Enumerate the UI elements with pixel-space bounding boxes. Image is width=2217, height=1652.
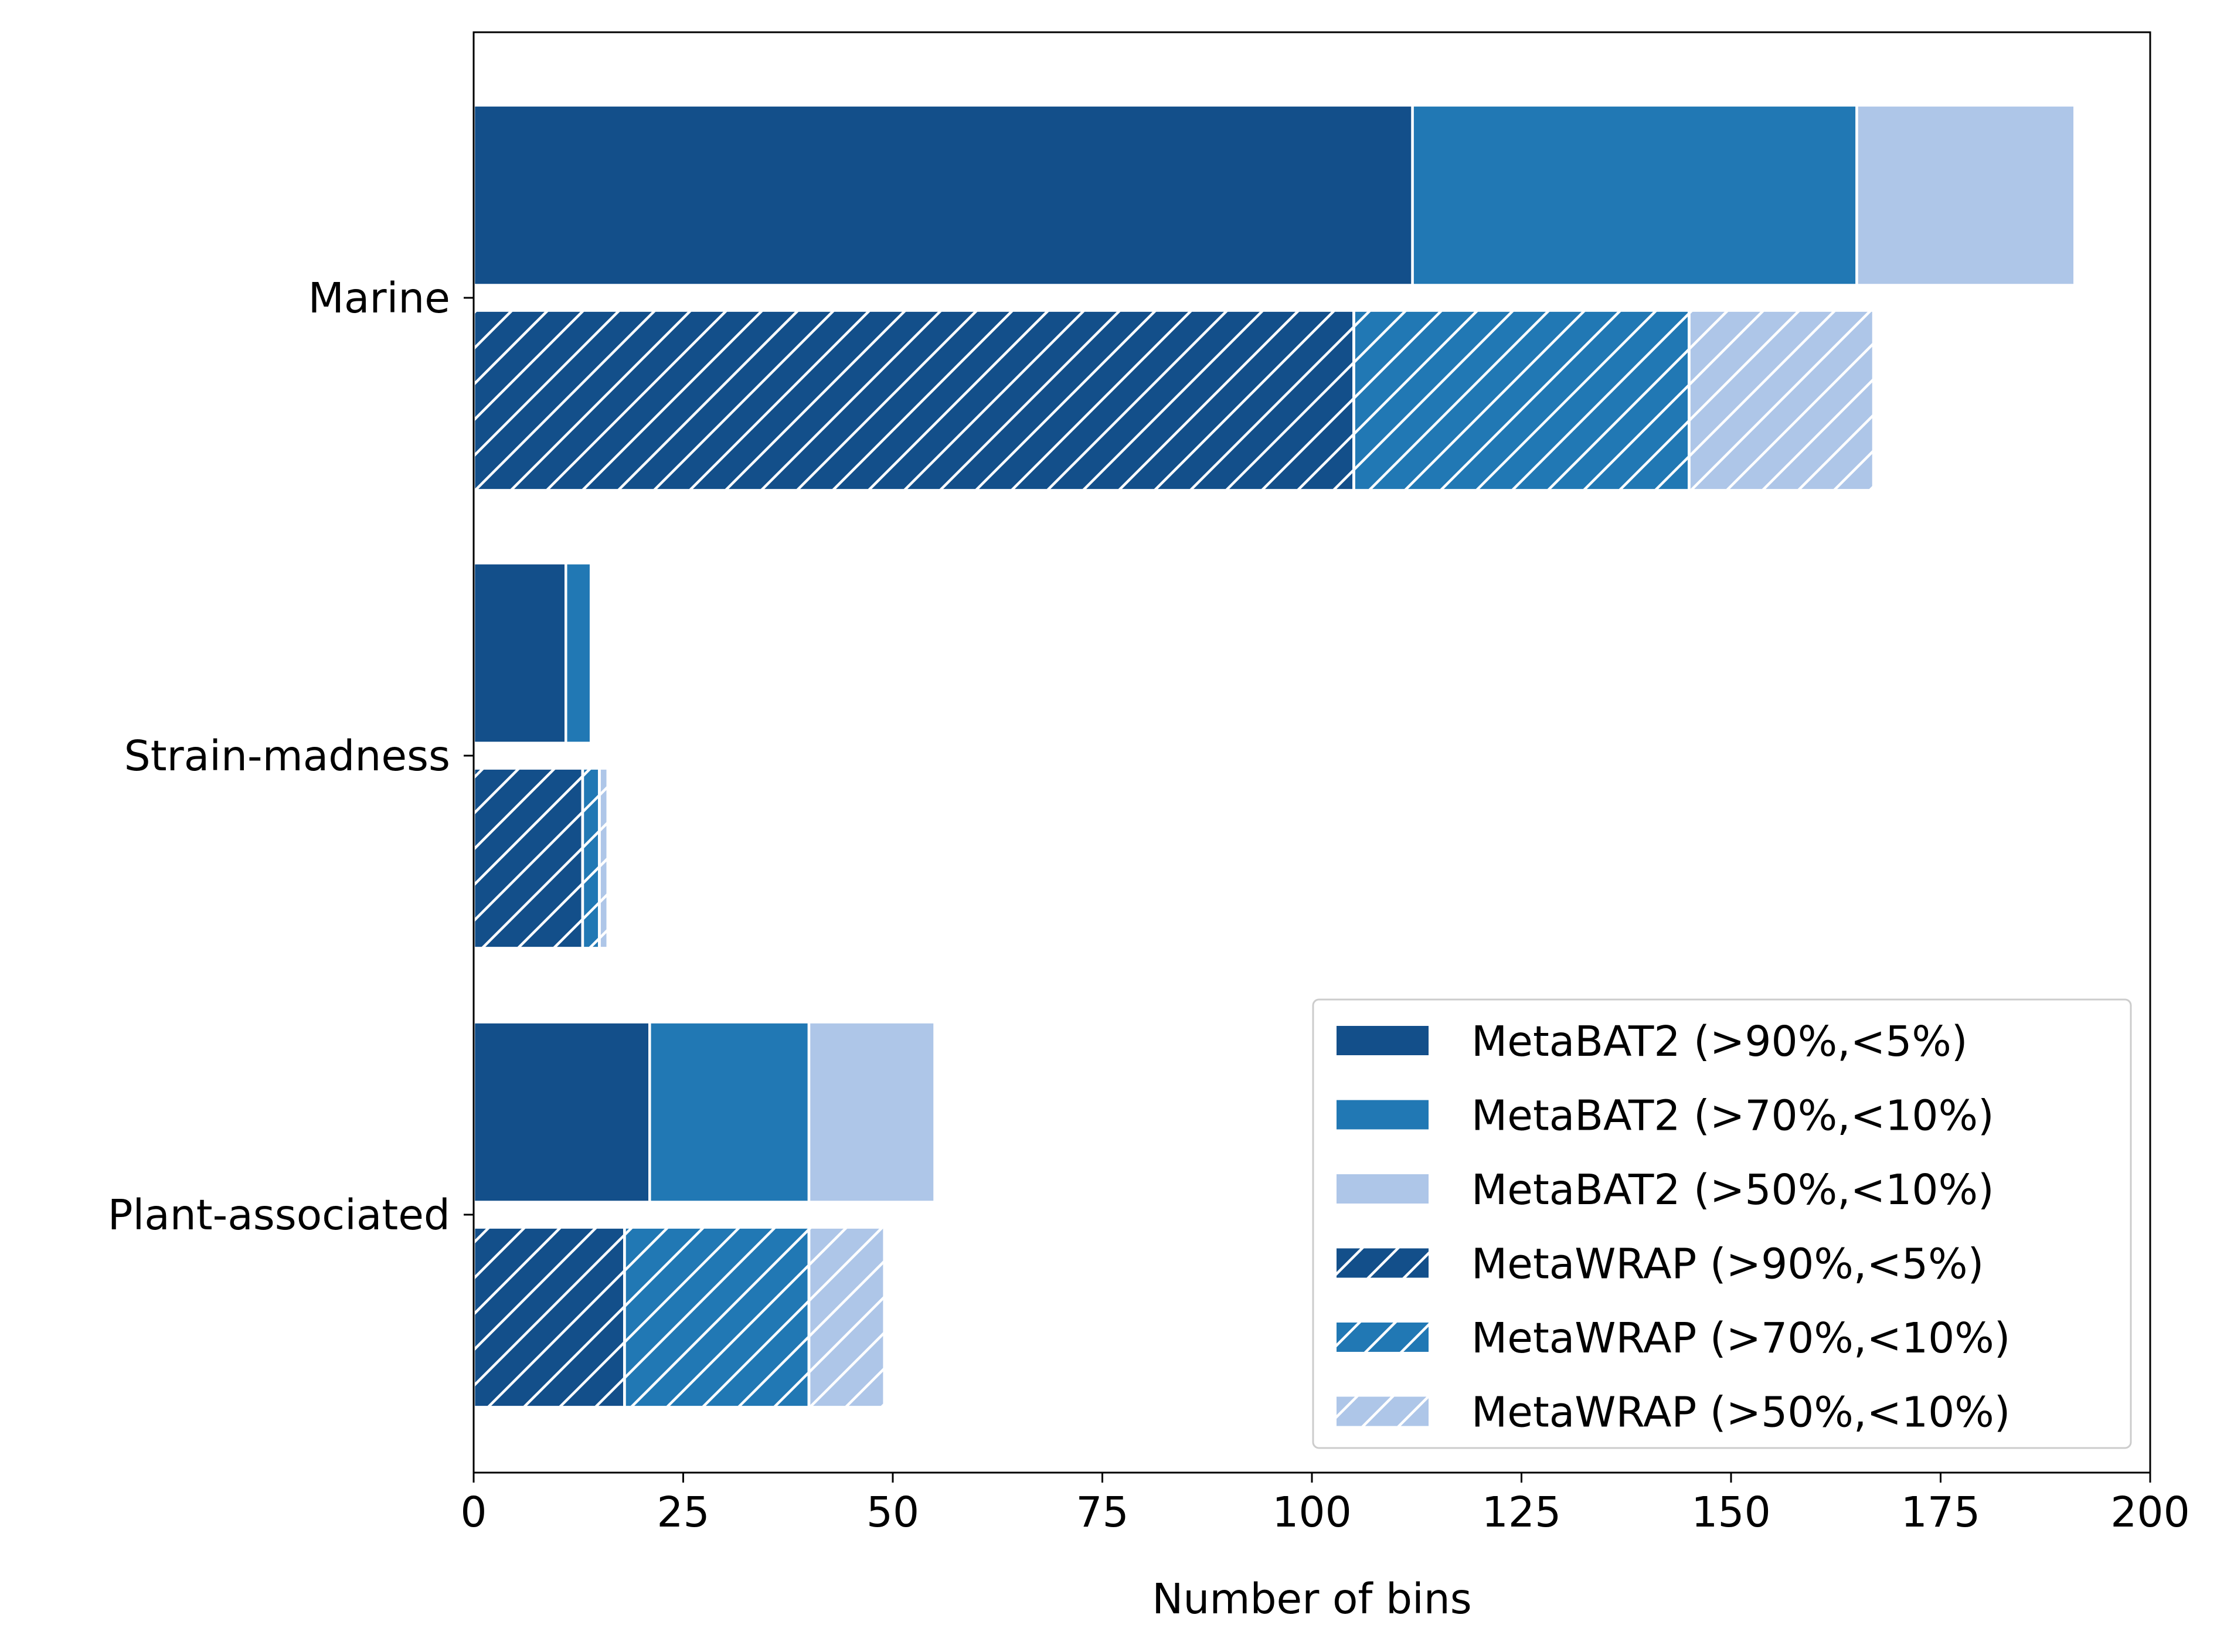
bar-metabat2-strain-madness-seg2 [565,562,593,745]
legend-entry-metawrap-90-5-label: MetaWRAP (>90%,<5%) [1471,1240,1984,1289]
legend-entry-metabat2-90-5: MetaBAT2 (>90%,<5%) [1337,1017,1968,1066]
x-tick-label-175: 175 [1901,1488,1981,1537]
bar-metawrap-plant-associated-seg1-hatch [474,1226,626,1409]
x-axis: 0 25 50 75 100 125 150 175 200 [460,1473,2190,1537]
legend-entry-metawrap-70-10-label: MetaWRAP (>70%,<10%) [1471,1314,2010,1362]
legend-entry-metabat2-50-10: MetaBAT2 (>50%,<10%) [1337,1165,1994,1214]
legend-entry-metabat2-90-5-label: MetaBAT2 (>90%,<5%) [1471,1017,1968,1066]
bar-metabat2-plant-associated-seg1 [474,1021,651,1204]
bar-metabat2-strain-madness-seg1 [474,562,567,745]
bar-metabat2-marine-seg1 [474,104,1414,287]
bar-metawrap-strain-madness-seg1-hatch [474,767,584,950]
legend-entry-metawrap-70-10-swatch-hatch [1337,1323,1429,1352]
x-tick-label-150: 150 [1691,1488,1771,1537]
x-axis-label: Number of bins [1152,1575,1472,1623]
x-tick-label-25: 25 [657,1488,709,1537]
bars-layer [474,104,2076,1409]
legend-entry-metabat2-70-10-label: MetaBAT2 (>70%,<10%) [1471,1092,1994,1140]
bar-metawrap-plant-associated-seg3-hatch [807,1226,886,1409]
x-tick-label-200: 200 [2110,1488,2190,1537]
bar-metawrap-marine-seg1-hatch [474,309,1355,492]
legend-entry-metabat2-70-10-swatch [1337,1100,1429,1130]
x-tick-label-75: 75 [1076,1488,1128,1537]
bar-metawrap-marine-seg3-hatch [1688,309,1875,492]
bar-metawrap-plant-associated-seg2-hatch [623,1226,811,1409]
bar-metabat2-marine-seg3 [1855,104,2076,287]
legend-entry-metabat2-90-5-swatch [1337,1026,1429,1055]
legend-entry-metabat2-70-10: MetaBAT2 (>70%,<10%) [1337,1092,1994,1140]
x-tick-label-125: 125 [1482,1488,1562,1537]
bar-metabat2-marine-seg2 [1411,104,1858,287]
y-tick-label-plant-associated: Plant-associated [108,1191,450,1239]
legend: MetaBAT2 (>90%,<5%) MetaBAT2 (>70%,<10%) M… [1312,998,2132,1449]
bar-metawrap-strain-madness-seg2-hatch [581,767,601,950]
y-tick-label-marine: Marine [308,274,450,322]
legend-box [1312,998,2132,1449]
legend-entry-metawrap-50-10-swatch-hatch [1337,1396,1429,1426]
legend-entry-metawrap-50-10-label: MetaWRAP (>50%,<10%) [1471,1388,2010,1437]
bar-metabat2-plant-associated-seg2 [648,1021,811,1204]
x-tick-label-100: 100 [1272,1488,1352,1537]
bar-metawrap-marine-seg2-hatch [1352,309,1691,492]
x-tick-label-0: 0 [460,1488,487,1537]
bar-metawrap-strain-madness-seg3-hatch [598,767,610,950]
y-axis: Marine Strain-madness Plant-associated [108,274,474,1239]
bar-metabat2-plant-associated-seg3 [807,1021,936,1204]
legend-entry-metabat2-50-10-swatch [1337,1174,1429,1204]
x-tick-label-50: 50 [866,1488,919,1537]
legend-entry-metawrap-90-5: MetaWRAP (>90%,<5%) [1337,1240,1984,1289]
legend-entry-metawrap-50-10: MetaWRAP (>50%,<10%) [1337,1388,2010,1437]
y-tick-label-strain-madness: Strain-madness [124,732,450,780]
legend-entry-metawrap-90-5-swatch-hatch [1337,1248,1429,1278]
legend-entry-metawrap-70-10: MetaWRAP (>70%,<10%) [1337,1314,2010,1362]
legend-entry-metabat2-50-10-label: MetaBAT2 (>50%,<10%) [1471,1165,1994,1214]
